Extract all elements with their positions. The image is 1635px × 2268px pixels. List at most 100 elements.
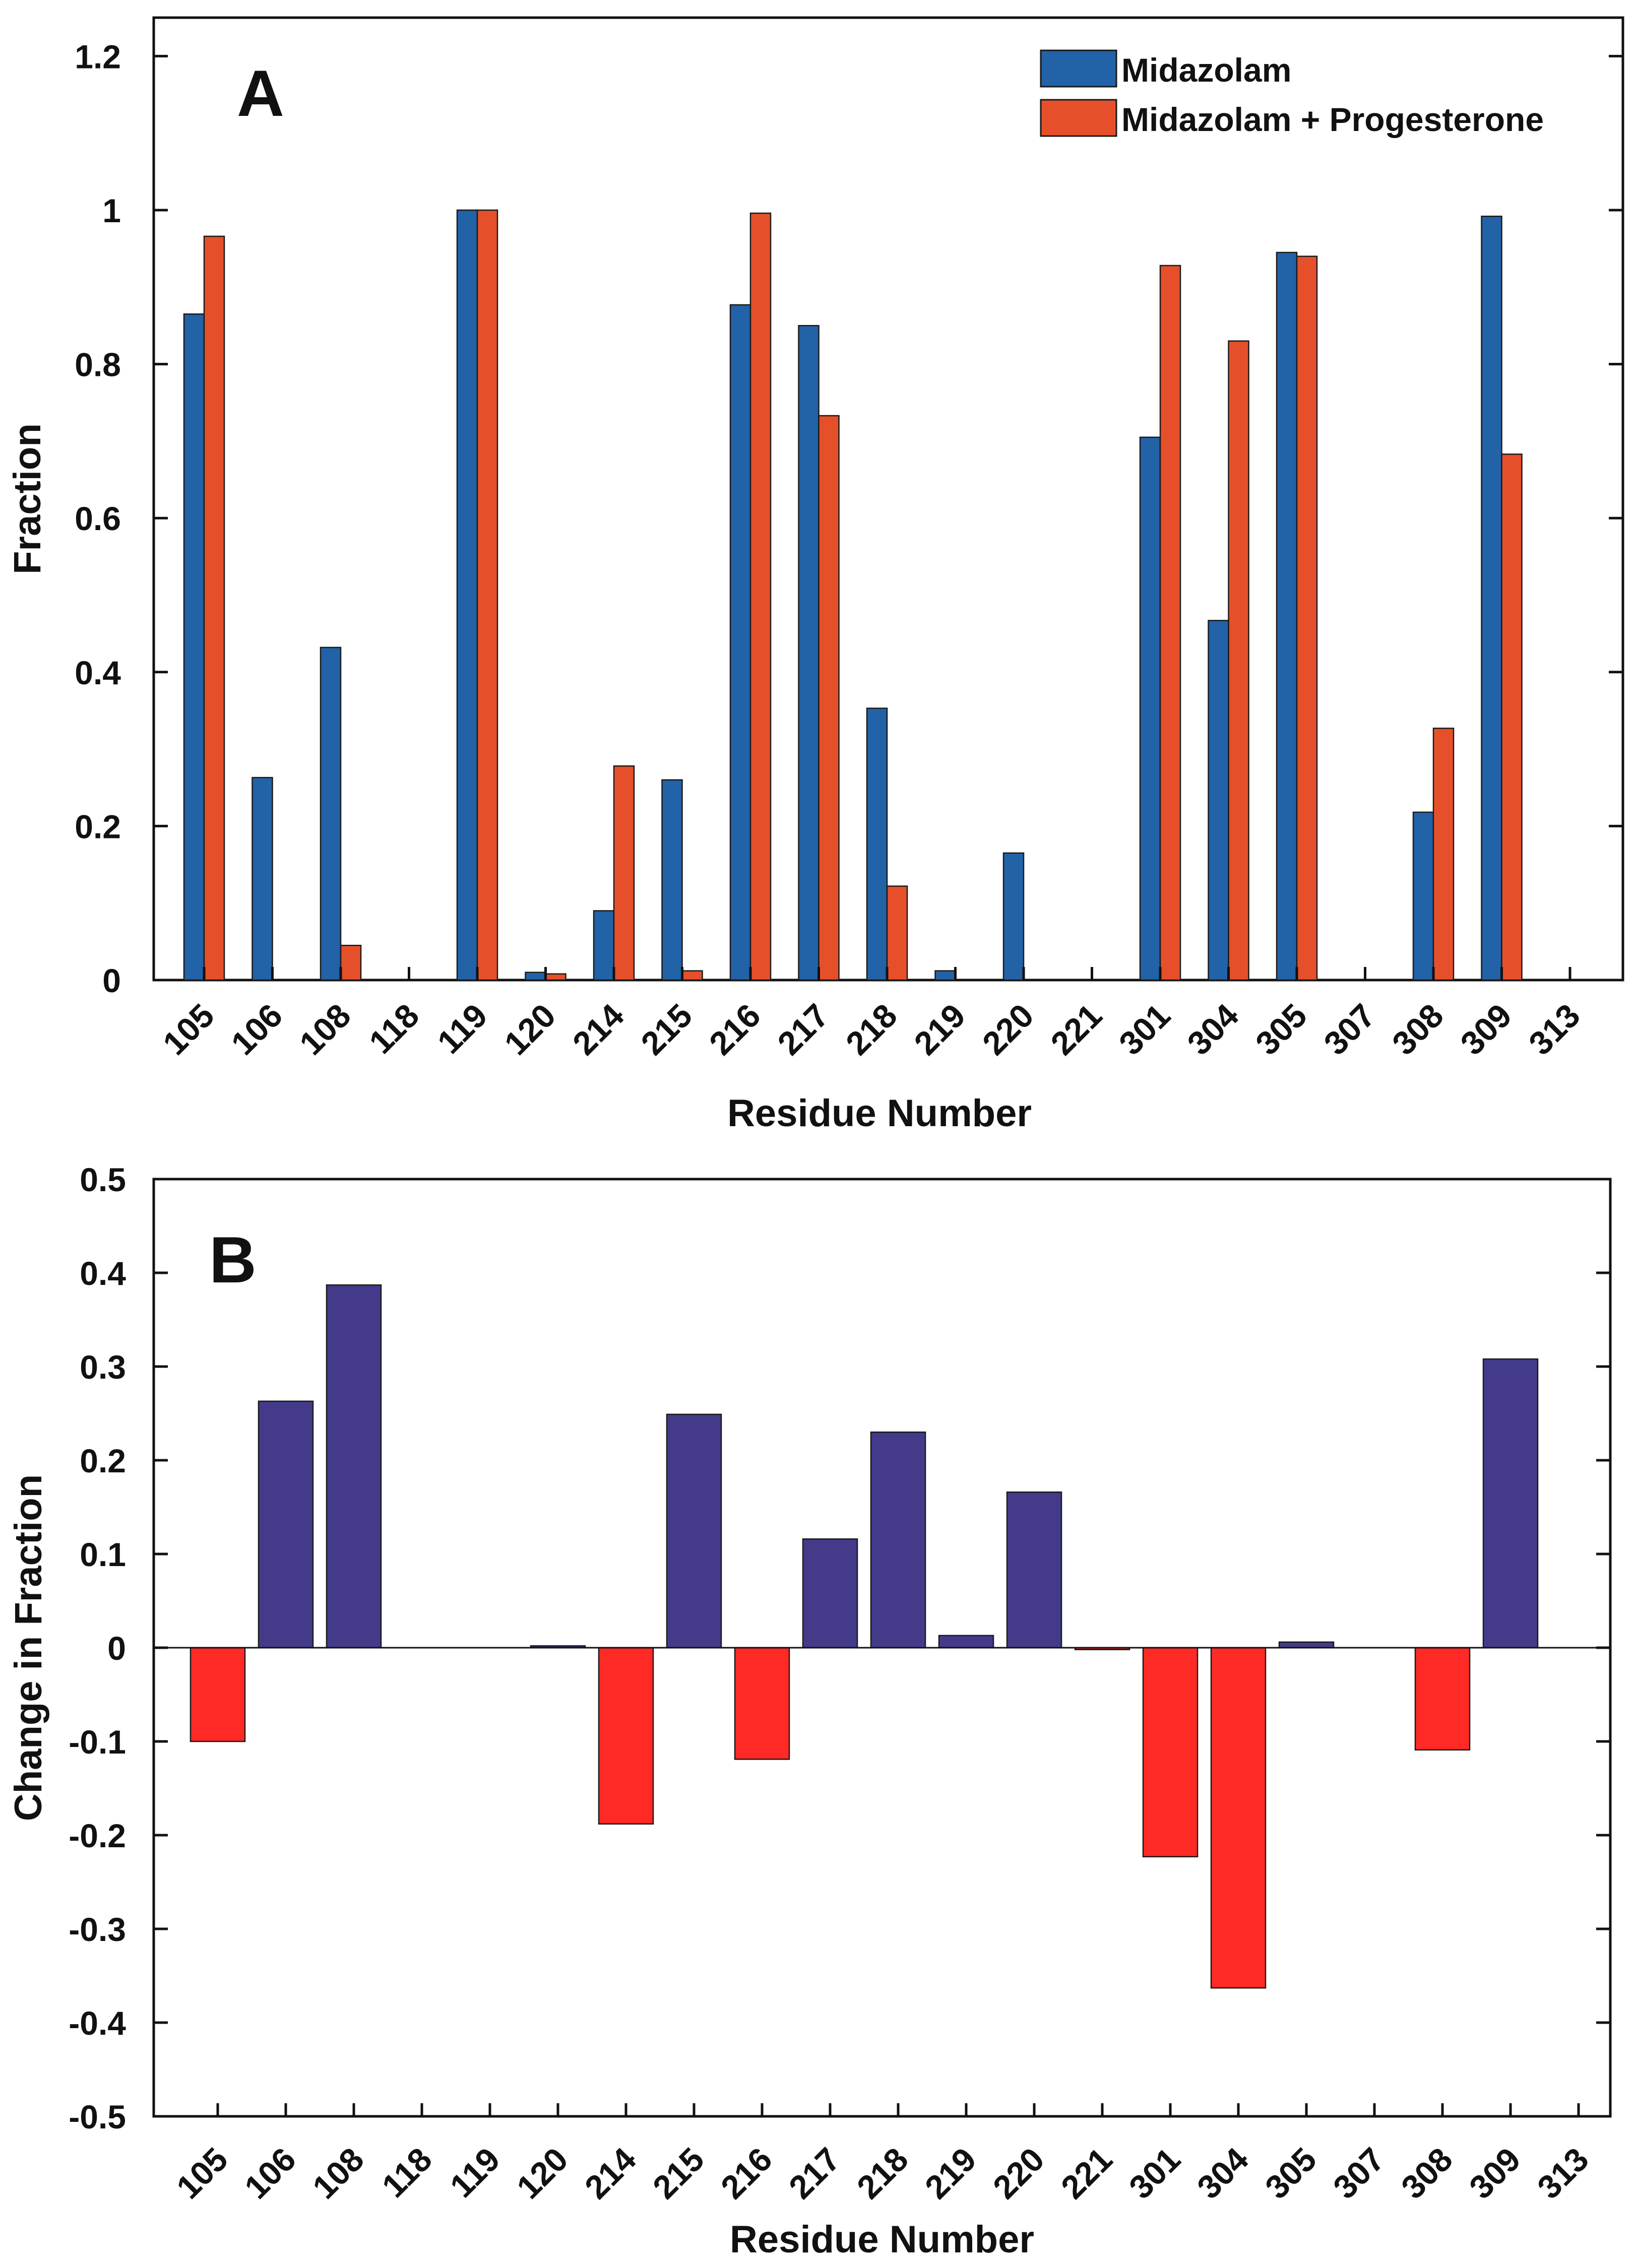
legend-swatch-midazolam-progesterone: [1040, 99, 1117, 137]
bar-a-1-301: [1159, 265, 1181, 981]
bar-a-0-305: [1276, 251, 1298, 981]
panel-label-a: A: [237, 56, 284, 130]
ytick-label-b: 0.5: [80, 1161, 126, 1198]
bar-a-1-120: [545, 973, 567, 981]
y-axis-title-a: Fraction: [6, 423, 49, 574]
xtick-label-a: 214: [565, 996, 631, 1062]
xtick-label-a: 118: [362, 997, 426, 1061]
xtick-label-a: 307: [1316, 997, 1382, 1062]
ytick-label-a: 1.2: [75, 38, 121, 75]
bar-b-220: [1006, 1491, 1062, 1649]
xtick-label-b: 308: [1394, 2141, 1460, 2206]
bar-a-0-216: [729, 304, 751, 981]
xtick-label-b: 119: [443, 2141, 507, 2205]
bar-a-1-108: [340, 944, 362, 981]
bar-a-0-119: [456, 209, 478, 981]
xtick-label-b: 305: [1258, 2141, 1324, 2206]
ytick-label-b: -0.3: [69, 1911, 126, 1948]
xtick-label-b: 105: [169, 2141, 235, 2206]
xtick-label-b: 309: [1462, 2141, 1528, 2206]
xtick-label-b: 304: [1190, 2140, 1255, 2206]
legend-label-midazolam-progesterone: Midazolam + Progesterone: [1121, 101, 1544, 138]
xtick-label-a: 308: [1385, 997, 1451, 1062]
ytick-label-b: -0.5: [69, 2098, 126, 2135]
xtick-label-b: 217: [782, 2141, 847, 2206]
bar-a-0-105: [183, 313, 205, 981]
bar-a-1-308: [1432, 728, 1455, 981]
legend-label-midazolam: Midazolam: [1121, 51, 1291, 89]
bar-b-218: [870, 1431, 926, 1649]
xtick-label-a: 108: [292, 997, 358, 1062]
xtick-label-b: 106: [237, 2141, 303, 2206]
xtick-label-a: 217: [770, 997, 836, 1062]
xtick-label-b: 214: [578, 2140, 643, 2206]
ytick-label-a: 0.4: [75, 654, 121, 691]
ytick-label-a: 0.6: [75, 500, 121, 537]
xtick-label-a: 215: [634, 997, 699, 1062]
xtick-label-b: 216: [714, 2141, 779, 2206]
bar-a-1-214: [613, 765, 635, 981]
x-axis-title-a: Residue Number: [727, 1092, 1032, 1135]
bar-b-217: [802, 1538, 858, 1649]
xtick-label-a: 309: [1453, 997, 1519, 1062]
xtick-label-a: 219: [907, 997, 972, 1062]
bar-a-0-108: [320, 646, 342, 981]
ytick-label-a: 0.2: [75, 808, 121, 845]
xtick-label-a: 119: [430, 997, 494, 1061]
bar-a-1-216: [749, 212, 772, 981]
xtick-label-b: 313: [1530, 2141, 1596, 2206]
ytick-label-b: -0.4: [69, 2004, 126, 2042]
bar-b-214: [598, 1647, 654, 1825]
ytick-label-b: 0.2: [80, 1442, 126, 1479]
xtick-label-a: 218: [839, 997, 904, 1062]
bar-a-0-309: [1481, 215, 1502, 981]
bar-a-0-215: [661, 779, 683, 981]
xtick-label-b: 215: [646, 2141, 711, 2206]
legend-swatch-midazolam: [1040, 49, 1117, 88]
xtick-label-b: 218: [850, 2141, 915, 2206]
bar-a-1-218: [886, 885, 908, 981]
xtick-label-b: 108: [305, 2141, 371, 2206]
bar-a-0-217: [798, 325, 820, 981]
bar-b-305: [1278, 1641, 1335, 1649]
ytick-label-a: 0: [102, 962, 121, 999]
ytick-label-b: -0.1: [69, 1723, 126, 1761]
bar-b-309: [1482, 1358, 1539, 1649]
xtick-label-a: 106: [224, 997, 289, 1062]
y-axis-title-b: Change in Fraction: [7, 1474, 50, 1821]
xtick-label-a: 220: [975, 997, 1041, 1062]
bar-b-219: [938, 1635, 994, 1649]
ytick-label-b: 0.1: [80, 1536, 126, 1573]
xtick-label-a: 105: [156, 997, 221, 1062]
bar-a-1-119: [476, 209, 498, 981]
xtick-label-a: 221: [1043, 997, 1109, 1062]
xtick-label-a: 304: [1180, 996, 1245, 1062]
ytick-label-b: -0.2: [69, 1817, 126, 1854]
xtick-label-a: 305: [1248, 997, 1314, 1062]
bar-b-215: [666, 1413, 722, 1649]
bar-a-0-308: [1412, 811, 1434, 981]
xtick-label-a: 301: [1112, 997, 1177, 1062]
xtick-label-b: 307: [1326, 2141, 1392, 2206]
bar-b-105: [190, 1647, 246, 1742]
bar-b-308: [1414, 1647, 1471, 1751]
ytick-label-a: 0.8: [75, 346, 121, 383]
xtick-label-b: 220: [986, 2141, 1051, 2206]
bar-b-106: [258, 1400, 314, 1649]
xtick-label-a: 120: [497, 997, 562, 1062]
bar-a-1-217: [818, 415, 840, 981]
ytick-label-b: 0.3: [80, 1348, 126, 1386]
bar-a-1-305: [1296, 255, 1318, 981]
ytick-label-b: 0: [107, 1630, 126, 1667]
xtick-label-a: 216: [702, 997, 768, 1062]
bar-b-216: [734, 1647, 790, 1760]
bar-a-1-215: [681, 970, 703, 981]
panel-label-b: B: [209, 1223, 257, 1297]
bar-b-304: [1210, 1647, 1267, 1989]
legend-a: Midazolam Midazolam + Progesterone: [1040, 49, 1544, 138]
bar-a-1-309: [1501, 453, 1523, 981]
bar-a-0-304: [1208, 620, 1229, 981]
bar-a-0-120: [525, 971, 546, 981]
